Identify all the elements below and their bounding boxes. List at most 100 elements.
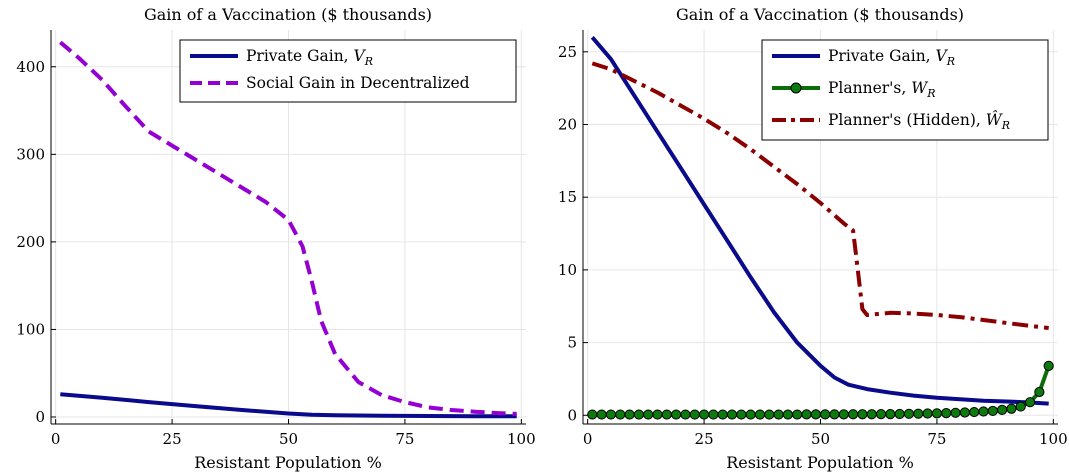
right-series-point	[969, 406, 980, 418]
left-x-tick-label: 50	[279, 430, 298, 448]
legend-label-math: W	[911, 79, 928, 97]
left-legend-label: Social Gain in Decentralized	[246, 74, 470, 92]
right-series-point	[987, 405, 998, 417]
legend-label-math: Ŵ	[986, 111, 1003, 129]
right-x-tick-label: 25	[695, 430, 714, 448]
right-chart-title: Gain of a Vaccination ($ thousands)	[676, 5, 964, 24]
right-series-line-0	[590, 36, 1049, 406]
right-series-point	[903, 408, 915, 419]
right-series-point	[941, 407, 952, 419]
right-series-point	[652, 409, 663, 420]
left-x-axis-label: Resistant Population %	[194, 453, 382, 472]
right-series-point	[764, 409, 775, 420]
right-series-point	[1015, 401, 1026, 412]
legend-label-subscript: R	[946, 55, 955, 68]
right-legend-label: Planner's, WR	[828, 79, 935, 100]
right-y-tick-label: 0	[567, 406, 577, 424]
right-y-tick-label: 15	[558, 188, 577, 206]
right-y-tick-label: 25	[558, 43, 577, 61]
right-series-point	[596, 409, 607, 420]
right-series-point	[792, 409, 803, 420]
right-series-point	[689, 409, 700, 420]
right-x-axis-label: Resistant Population %	[726, 453, 914, 472]
right-legend-marker	[790, 82, 802, 94]
left-series-line-1	[59, 40, 517, 416]
right-series-point	[726, 409, 738, 420]
legend-label-subscript: R	[364, 55, 373, 68]
right-series-line-2	[591, 61, 1049, 330]
right-series-point	[643, 409, 654, 420]
right-series-point	[615, 409, 626, 420]
right-y-tick-label: 5	[567, 334, 577, 352]
right-legend-label: Private Gain, VR	[828, 47, 955, 68]
right-series-point	[745, 409, 756, 420]
legend-label-text: Private Gain,	[246, 47, 354, 65]
right-series-point	[838, 409, 849, 420]
legend-label-text: Planner's (Hidden),	[828, 111, 986, 129]
left-y-tick-label: 200	[16, 233, 45, 251]
legend-label-text: Planner's,	[828, 79, 911, 97]
right-series-point	[857, 409, 868, 420]
right-series-point	[997, 404, 1008, 415]
right-x-tick-label: 100	[1039, 430, 1068, 448]
right-series-point	[820, 409, 831, 420]
right-series-point	[661, 409, 672, 420]
left-x-tick-label: 0	[51, 430, 61, 448]
right-series-point	[810, 409, 821, 420]
left-chart: Gain of a Vaccination ($ thousands) 0 25 5…	[16, 5, 535, 472]
right-series-point	[680, 409, 691, 420]
right-x-tick-label: 75	[927, 430, 946, 448]
right-series-point	[847, 409, 859, 420]
right-series-point	[773, 409, 784, 420]
right-series-point	[736, 409, 747, 420]
left-x-tick-label: 75	[395, 430, 414, 448]
right-x-tick-label: 0	[583, 430, 593, 448]
right-series-layer	[587, 36, 1054, 420]
right-series-point	[922, 408, 933, 419]
right-series-point	[1006, 403, 1017, 414]
right-series-point	[1024, 397, 1036, 408]
legend-label-math: V	[936, 47, 949, 65]
left-legend-box	[179, 39, 517, 103]
left-series-line-0	[60, 392, 517, 419]
legend-label-text: Social Gain in Decentralized	[246, 74, 470, 92]
left-y-tick-label: 0	[35, 408, 45, 426]
right-series-point	[829, 409, 840, 420]
right-series-point	[894, 408, 905, 420]
left-ticks: 0 25 50 75 100 0 100 200 300 400	[16, 58, 535, 448]
legend-label-math: V	[354, 47, 367, 65]
left-chart-title: Gain of a Vaccination ($ thousands)	[144, 5, 432, 24]
right-x-tick-label: 50	[811, 430, 830, 448]
right-series-point	[624, 409, 635, 420]
right-series-point	[633, 409, 644, 420]
right-series-point	[587, 409, 598, 420]
right-series-point	[1034, 386, 1045, 398]
right-series-point	[950, 407, 961, 418]
legend-label-subscript: R	[926, 87, 935, 100]
left-y-tick-label: 400	[16, 58, 45, 76]
right-series-point	[605, 409, 617, 420]
left-x-tick-label: 100	[507, 430, 536, 448]
right-series-point	[671, 409, 682, 420]
right-series-point	[782, 409, 794, 420]
right-legend-label: Planner's (Hidden), ŴR	[828, 111, 1010, 132]
right-series-point	[754, 409, 766, 420]
legend-label-text: Private Gain,	[828, 47, 936, 65]
left-legend: Private Gain, VR Social Gain in Decentral…	[179, 39, 517, 103]
right-series-point	[717, 409, 728, 420]
right-series-point	[931, 408, 943, 419]
right-series-point	[698, 409, 710, 420]
right-chart: Gain of a Vaccination ($ thousands) 0 25 5…	[558, 5, 1068, 472]
right-series-point	[875, 409, 887, 420]
right-series-point	[1043, 360, 1054, 371]
right-gridlines	[583, 30, 1058, 424]
right-series-point	[959, 407, 970, 418]
left-series-layer	[59, 40, 517, 419]
right-series-point	[885, 409, 896, 420]
right-series-point	[708, 409, 719, 420]
left-y-tick-label: 300	[16, 145, 45, 163]
right-y-tick-label: 20	[558, 116, 577, 134]
left-legend-label: Private Gain, VR	[246, 47, 373, 68]
